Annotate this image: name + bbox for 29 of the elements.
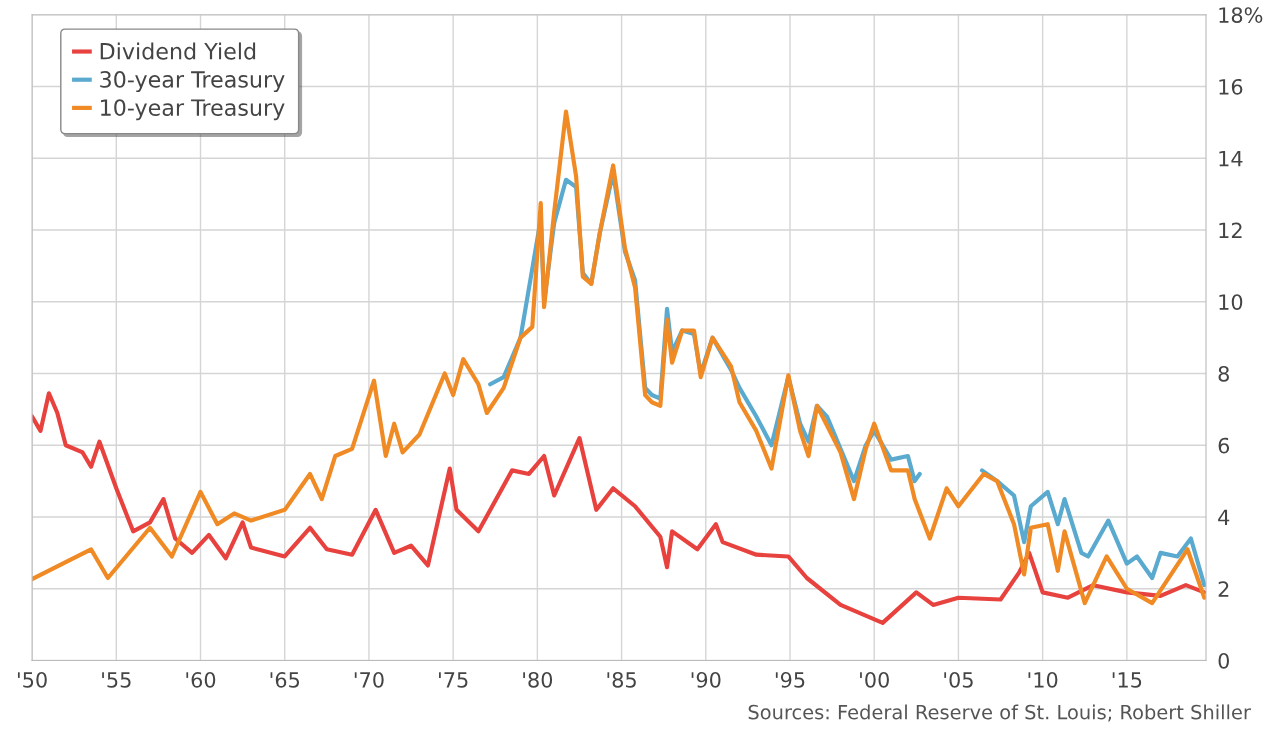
y-tick-label: 12	[1219, 222, 1242, 238]
x-tick-label: '80	[523, 671, 553, 688]
x-tick-label: '50	[17, 671, 47, 688]
x-tick-label: '90	[691, 671, 721, 688]
x-tick-label: '95	[775, 671, 805, 688]
x-tick-label: '85	[607, 671, 636, 688]
y-tick-label: 10	[1219, 294, 1243, 310]
y-tick-label: 0	[1218, 652, 1229, 669]
x-tick-label: '10	[1028, 671, 1058, 688]
x-tick-label: '55	[102, 672, 131, 688]
y-tick-label: 16	[1219, 78, 1243, 95]
x-tick-label: '05	[944, 671, 973, 688]
y-tick-label: 18%	[1219, 7, 1263, 23]
y-tick-label: 14	[1219, 150, 1243, 167]
legend-label: Dividend Yield	[100, 42, 256, 60]
y-tick-label: 2	[1218, 581, 1229, 597]
y-tick-label: 4	[1218, 509, 1230, 525]
line-series	[32, 391, 1207, 625]
legend-label: 10-year Treasury	[101, 99, 285, 121]
x-tick-label: '60	[186, 671, 216, 688]
x-tick-label: '15	[1112, 672, 1142, 688]
x-tick-label: '00	[860, 671, 889, 688]
x-tick-label: '65	[270, 671, 300, 688]
legend-label: 30-year Treasury	[100, 71, 285, 93]
x-tick-label: '70	[354, 671, 384, 688]
y-tick-label: 6	[1218, 437, 1230, 454]
x-tick-label: '75	[439, 672, 468, 688]
y-tick-label: 8	[1218, 365, 1229, 382]
source-note: Sources: Federal Reserve of St. Louis; Robert Shiller	[748, 704, 1251, 722]
